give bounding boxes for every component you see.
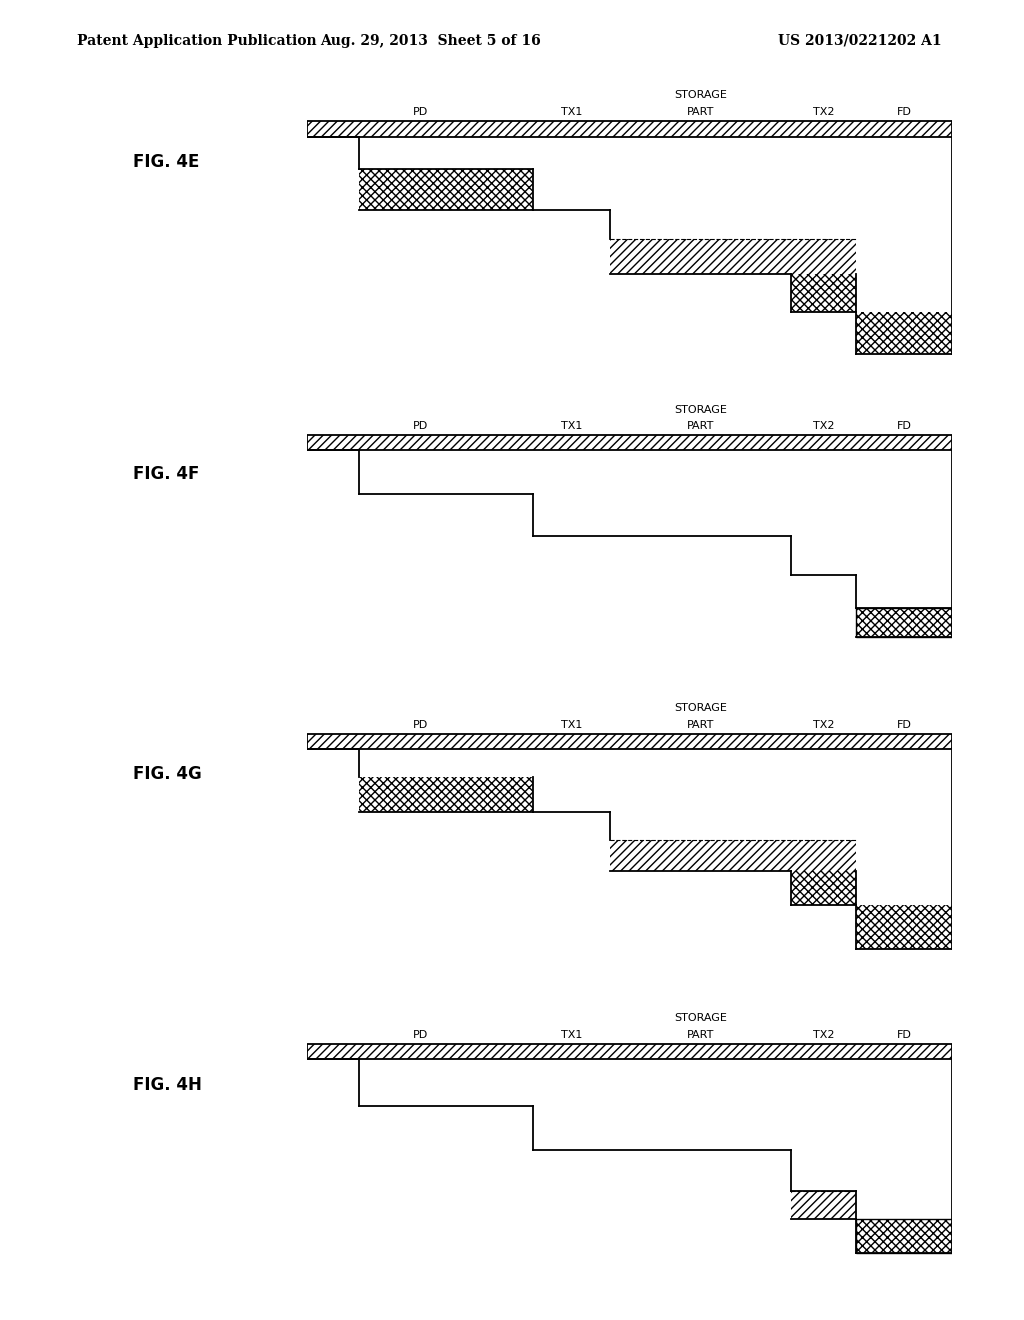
Text: FIG. 4G: FIG. 4G <box>133 766 202 783</box>
Text: PD: PD <box>413 107 428 117</box>
Text: TX2: TX2 <box>813 107 834 117</box>
Bar <box>791 871 855 906</box>
Bar <box>358 777 532 812</box>
Text: PART: PART <box>687 719 715 730</box>
Bar <box>307 434 952 450</box>
Text: TX1: TX1 <box>561 719 583 730</box>
Bar <box>307 120 952 137</box>
Bar <box>307 1044 952 1060</box>
Text: TX2: TX2 <box>813 421 834 432</box>
Text: PART: PART <box>687 1030 715 1040</box>
Bar <box>791 1191 855 1218</box>
Text: FD: FD <box>896 421 911 432</box>
Text: FD: FD <box>896 719 911 730</box>
Text: PD: PD <box>413 719 428 730</box>
Text: STORAGE: STORAGE <box>674 90 727 100</box>
Bar <box>791 275 855 313</box>
Text: TX1: TX1 <box>561 421 583 432</box>
Text: STORAGE: STORAGE <box>674 405 727 416</box>
Bar <box>358 169 532 210</box>
Text: FD: FD <box>896 107 911 117</box>
Bar <box>307 734 952 750</box>
Bar <box>855 607 952 638</box>
Text: PD: PD <box>413 1030 428 1040</box>
Bar <box>610 239 855 275</box>
Text: FD: FD <box>896 1030 911 1040</box>
Text: Patent Application Publication: Patent Application Publication <box>77 34 316 48</box>
Text: Aug. 29, 2013  Sheet 5 of 16: Aug. 29, 2013 Sheet 5 of 16 <box>319 34 541 48</box>
Text: STORAGE: STORAGE <box>674 704 727 713</box>
Bar <box>855 313 952 354</box>
Text: TX1: TX1 <box>561 1030 583 1040</box>
Text: PART: PART <box>687 421 715 432</box>
Text: TX1: TX1 <box>561 107 583 117</box>
Bar <box>855 1218 952 1253</box>
Text: PD: PD <box>413 421 428 432</box>
Text: FIG. 4F: FIG. 4F <box>133 465 200 483</box>
Text: FIG. 4H: FIG. 4H <box>133 1076 202 1093</box>
Text: STORAGE: STORAGE <box>674 1014 727 1023</box>
Bar <box>610 840 855 871</box>
Text: US 2013/0221202 A1: US 2013/0221202 A1 <box>778 34 942 48</box>
Text: FIG. 4E: FIG. 4E <box>133 153 200 172</box>
Text: TX2: TX2 <box>813 719 834 730</box>
Text: PART: PART <box>687 107 715 117</box>
Bar <box>855 906 952 949</box>
Text: TX2: TX2 <box>813 1030 834 1040</box>
